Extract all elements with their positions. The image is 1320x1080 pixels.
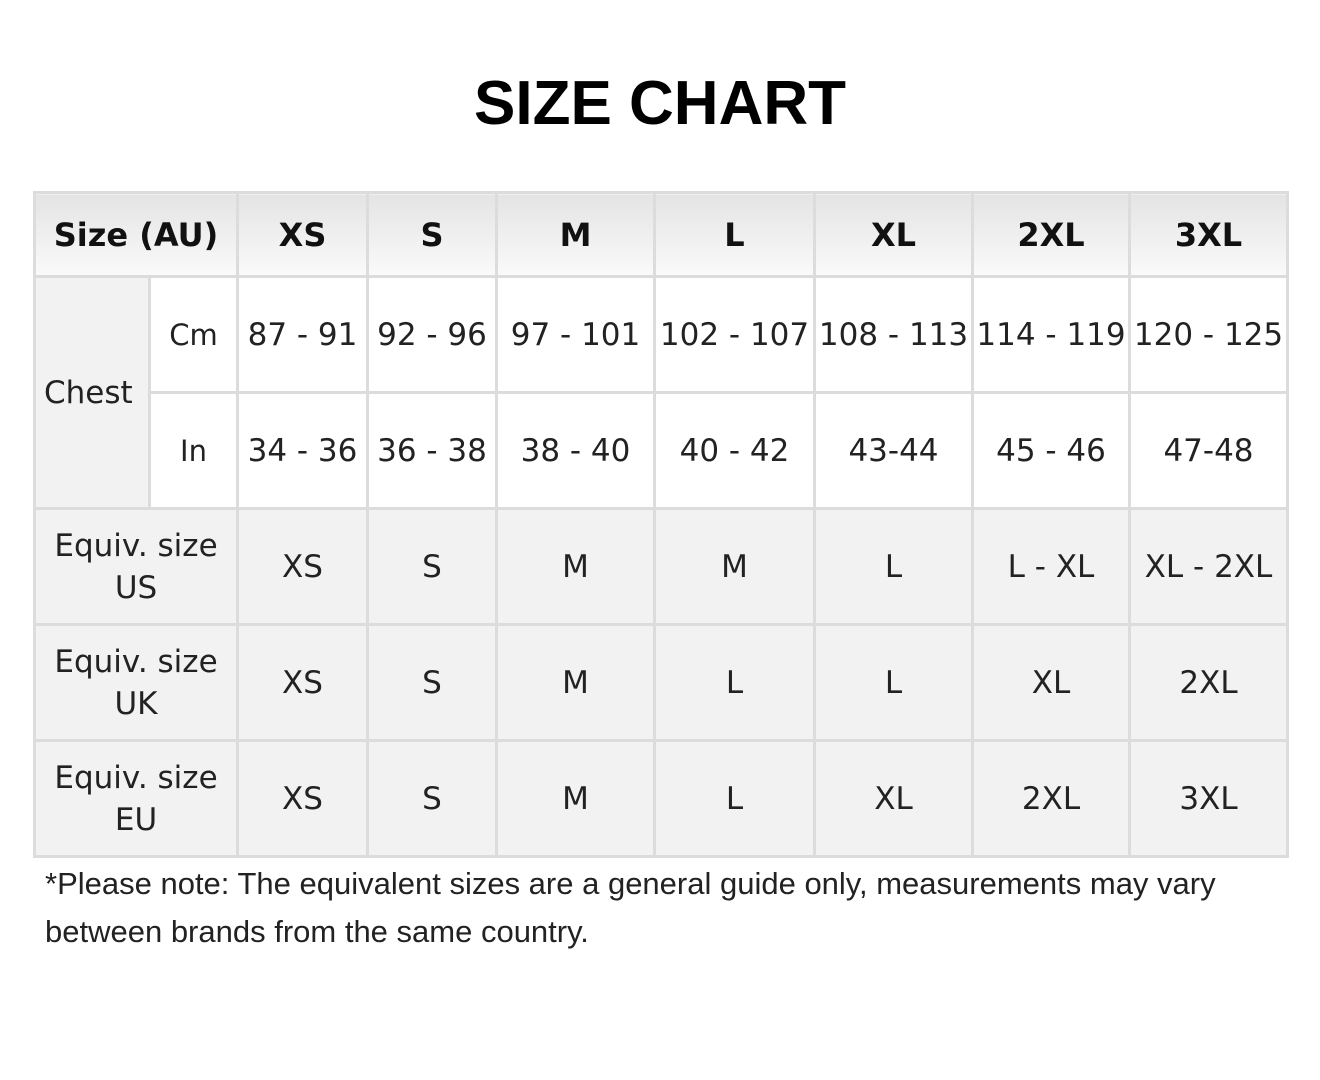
table-cell: L <box>653 739 816 858</box>
size-header-3xl: 3XL <box>1128 191 1289 278</box>
size-header-m: M <box>495 191 656 278</box>
equiv-label: Equiv. size UK <box>33 623 239 742</box>
size-header-l: L <box>653 191 816 278</box>
equiv-label-line: Equiv. size <box>54 643 218 680</box>
table-cell: 108 - 113 <box>813 275 974 394</box>
table-cell: 47-48 <box>1128 391 1289 510</box>
table-cell: 120 - 125 <box>1128 275 1289 394</box>
table-cell: M <box>653 507 816 626</box>
table-cell: XS <box>236 507 369 626</box>
equiv-label-line: Equiv. size <box>54 527 218 564</box>
table-cell: L <box>813 507 974 626</box>
chest-label: Chest <box>33 275 151 510</box>
size-header-xl: XL <box>813 191 974 278</box>
disclaimer-note: *Please note: The equivalent sizes are a… <box>45 866 1216 949</box>
equiv-country: US <box>114 569 158 606</box>
table-cell: 2XL <box>971 739 1131 858</box>
size-chart-table: Size (AU) XS S M L XL 2XL 3XL Chest Cm 87 - 91 92… <box>33 191 1289 858</box>
header-row: Size (AU) XS S M L XL 2XL 3XL <box>33 191 1289 278</box>
table-cell: 34 - 36 <box>236 391 369 510</box>
chest-row-cm: Chest Cm 87 - 91 92 - 96 97 - 101 102 - 107 10… <box>33 275 1289 510</box>
table-cell: M <box>495 739 656 858</box>
table-cell: 40 - 42 <box>653 391 816 510</box>
table-cell: L <box>813 623 974 742</box>
table-cell: L - XL <box>971 507 1131 626</box>
table-cell: S <box>366 507 498 626</box>
size-header-xs: XS <box>236 191 369 278</box>
table-cell: 92 - 96 <box>366 275 498 394</box>
table-cell: S <box>366 623 498 742</box>
size-header-2xl: 2XL <box>971 191 1131 278</box>
table-cell: L <box>653 623 816 742</box>
table-cell: M <box>495 623 656 742</box>
table-cell: XL - 2XL <box>1128 507 1289 626</box>
table-cell: M <box>495 507 656 626</box>
equiv-row-uk: Equiv. size UK XS S M L L XL 2XL <box>33 623 1289 742</box>
table-cell: 36 - 38 <box>366 391 498 510</box>
size-au-header: Size (AU) <box>33 191 239 278</box>
equiv-country: EU <box>114 801 158 838</box>
equiv-label-line: Equiv. size <box>54 759 218 796</box>
table-cell: 87 - 91 <box>236 275 369 394</box>
unit-label: Cm <box>148 275 239 394</box>
table-cell: 2XL <box>1128 623 1289 742</box>
table-cell: 97 - 101 <box>495 275 656 394</box>
table-cell: 114 - 119 <box>971 275 1131 394</box>
size-header-s: S <box>366 191 498 278</box>
table-cell: 3XL <box>1128 739 1289 858</box>
equiv-row-us: Equiv. size US XS S M M L L - XL XL - 2XL <box>33 507 1289 626</box>
table-cell: XL <box>971 623 1131 742</box>
equiv-country: UK <box>114 685 158 722</box>
table-cell: 43-44 <box>813 391 974 510</box>
table-cell: 38 - 40 <box>495 391 656 510</box>
table-cell: 102 - 107 <box>653 275 816 394</box>
page-title: SIZE CHART <box>474 69 846 138</box>
equiv-label: Equiv. size US <box>33 507 239 626</box>
table-cell: 45 - 46 <box>971 391 1131 510</box>
table-cell: XS <box>236 623 369 742</box>
table-cell: S <box>366 739 498 858</box>
chest-row-in: In 34 - 36 36 - 38 38 - 40 40 - 42 43-44 45 - … <box>35 391 1289 510</box>
equiv-label: Equiv. size EU <box>33 739 239 858</box>
table-cell: XS <box>236 739 369 858</box>
unit-label: In <box>148 391 239 510</box>
equiv-row-eu: Equiv. size EU XS S M L XL 2XL 3XL <box>33 739 1289 858</box>
table-cell: XL <box>813 739 974 858</box>
